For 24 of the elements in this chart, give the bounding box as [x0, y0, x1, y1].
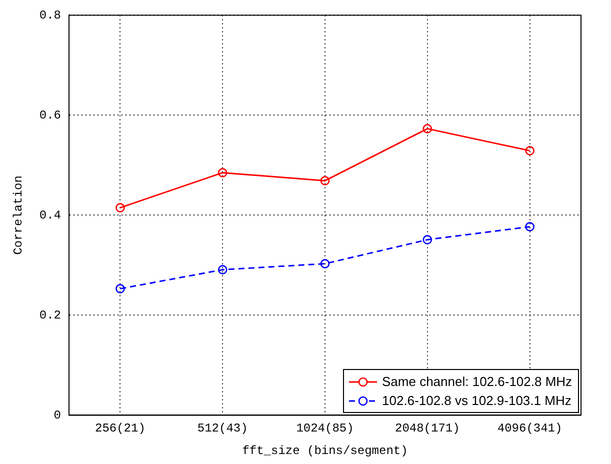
legend-label: 102.6-102.8 vs 102.9-103.1 MHz [382, 393, 572, 408]
point [525, 146, 534, 156]
y-tick-label: 0.8 [39, 8, 62, 22]
y-axis-title: Correlation [11, 176, 26, 255]
point [218, 265, 228, 274]
x-tick-label: 4096(341) [497, 422, 562, 436]
point [422, 235, 432, 244]
x-tick-label: 512(43) [197, 422, 248, 436]
point [116, 284, 125, 294]
x-tick-label: 2048(171) [394, 422, 460, 436]
point [218, 168, 228, 178]
point [422, 124, 432, 134]
y-tick-label: 0.6 [39, 108, 62, 122]
x-tick-label: 256(21) [94, 422, 146, 436]
legend-label: Same channel: 102.6-102.8 MHz [382, 374, 572, 390]
y-tick-label: 0.4 [39, 208, 62, 222]
point [525, 222, 534, 232]
y-tick-label: 0.2 [39, 308, 62, 322]
point [320, 259, 330, 268]
y-tick-label: 0 [54, 408, 62, 422]
x-axis-title: fft_size (bins/segment) [242, 444, 408, 458]
x-tick-label: 1024(85) [296, 422, 354, 436]
point [116, 203, 125, 212]
point [320, 176, 330, 186]
